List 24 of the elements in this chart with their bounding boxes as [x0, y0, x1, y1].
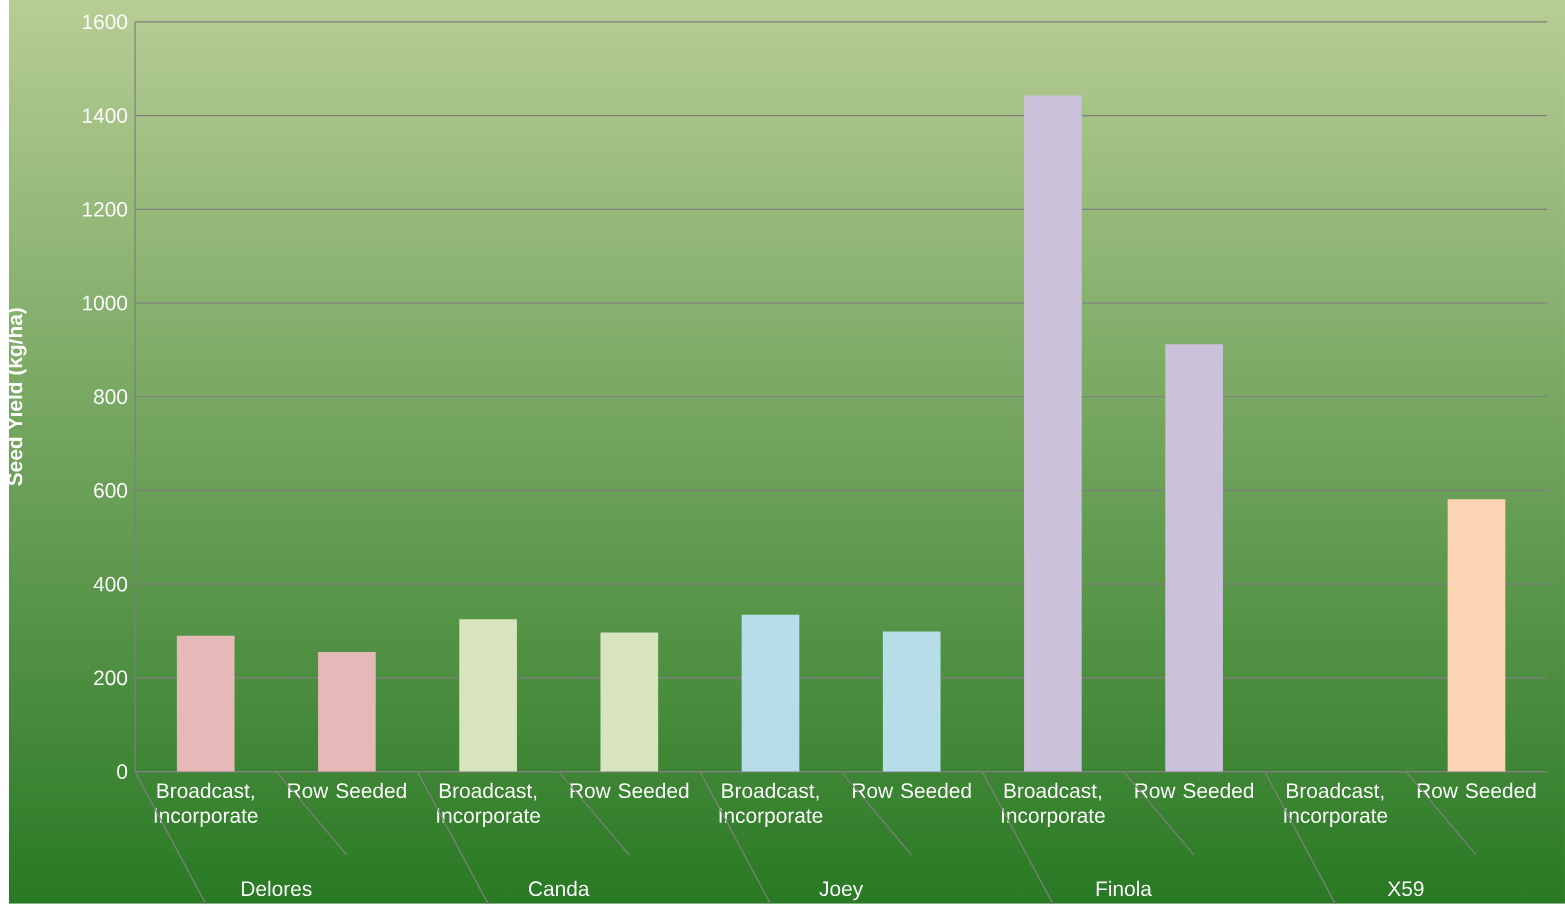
text: X59: [1387, 881, 1424, 897]
x-tick-label: Row Seeded: [570, 782, 689, 798]
y-tick-label: 1200: [83, 201, 128, 217]
text: Delores: [242, 880, 312, 897]
x-tick-label: Broadcast, Incorporate: [719, 782, 823, 827]
x-tick-label: Row Seeded: [853, 782, 971, 798]
x-tick-label: Broadcast, Incorporate: [154, 782, 258, 827]
y-tick-label: 200: [94, 670, 128, 686]
x-tick-label: Broadcast, Incorporate: [1284, 782, 1388, 827]
y-tick-label: 600: [94, 482, 128, 498]
y-tick-label: 400: [93, 576, 128, 592]
x-tick-label: Row Seeded: [1417, 782, 1536, 798]
y-tick-label: 1600: [83, 14, 128, 30]
y-tick-label: 800: [94, 389, 128, 405]
y-tick-label: 0: [117, 764, 128, 779]
x-tick-label: Broadcast, Incorporate: [437, 782, 540, 827]
y-tick-label: 1400: [83, 108, 128, 123]
text: Canda: [529, 880, 590, 897]
text: Joey: [819, 881, 864, 901]
text: Finola: [1096, 880, 1152, 897]
x-tick-label: Broadcast, Incorporate: [1002, 782, 1105, 827]
y-tick-label: 1000: [83, 295, 128, 311]
x-tick-label: Row Seeded: [288, 782, 406, 798]
x-tick-label: Row Seeded: [1135, 782, 1254, 798]
